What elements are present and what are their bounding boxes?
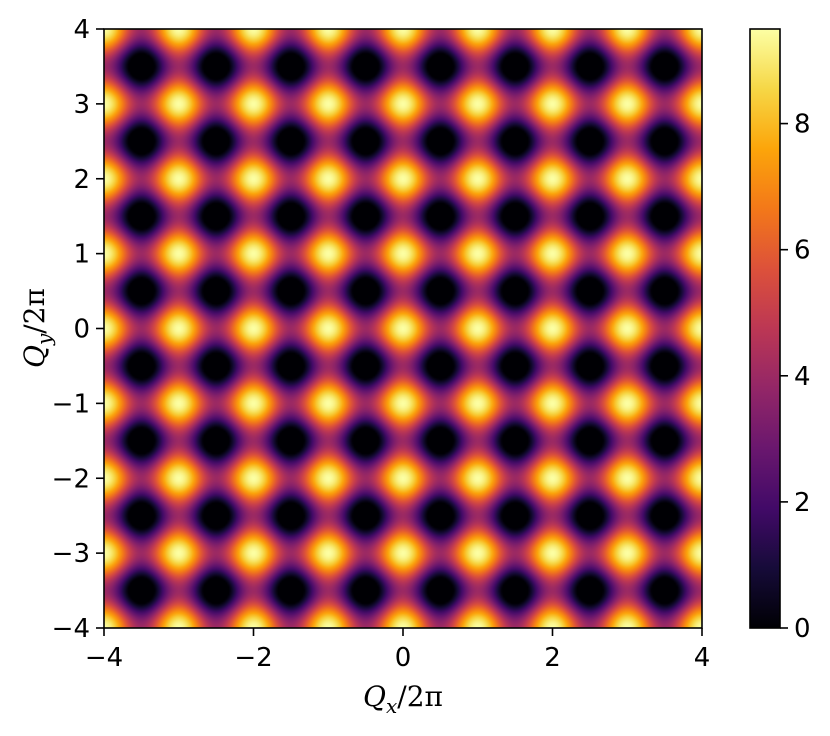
colorbar-frame xyxy=(749,28,781,629)
colorbar-tick-label: 2 xyxy=(794,488,811,518)
y-tick-label: 0 xyxy=(73,315,90,345)
colorbar: 0 2 4 6 8 xyxy=(749,28,811,644)
y-tick-label: 2 xyxy=(73,165,90,195)
y-tick-label: −1 xyxy=(52,389,90,419)
x-tick-label: 0 xyxy=(395,643,412,673)
y-tick-label: −3 xyxy=(52,539,90,569)
y-axis-ticks: −4 −3 −2 −1 0 1 2 3 4 xyxy=(52,15,104,644)
y-tick-label: −4 xyxy=(52,614,90,644)
colorbar-tick-label: 0 xyxy=(794,614,811,644)
x-axis-ticks: −4 −2 0 2 4 xyxy=(85,628,710,673)
x-tick-label: −2 xyxy=(234,643,272,673)
heatmap-image xyxy=(104,29,702,628)
colorbar-ticks: 0 2 4 6 8 xyxy=(780,110,811,644)
colorbar-tick-label: 6 xyxy=(794,236,811,266)
colorbar-tick-label: 8 xyxy=(794,110,811,140)
plot-area xyxy=(103,28,703,629)
x-tick-label: −4 xyxy=(85,643,123,673)
x-tick-label: 2 xyxy=(544,643,561,673)
colorbar-tick-label: 4 xyxy=(794,362,811,392)
y-tick-label: −2 xyxy=(52,464,90,494)
y-tick-label: 4 xyxy=(73,15,90,45)
y-tick-label: 1 xyxy=(73,240,90,270)
y-tick-label: 3 xyxy=(73,90,90,120)
colorbar-gradient xyxy=(750,29,780,628)
x-tick-label: 4 xyxy=(694,643,711,673)
x-axis-label: Qx/2π xyxy=(363,680,443,718)
y-axis-label: Qy/2π xyxy=(18,288,56,368)
